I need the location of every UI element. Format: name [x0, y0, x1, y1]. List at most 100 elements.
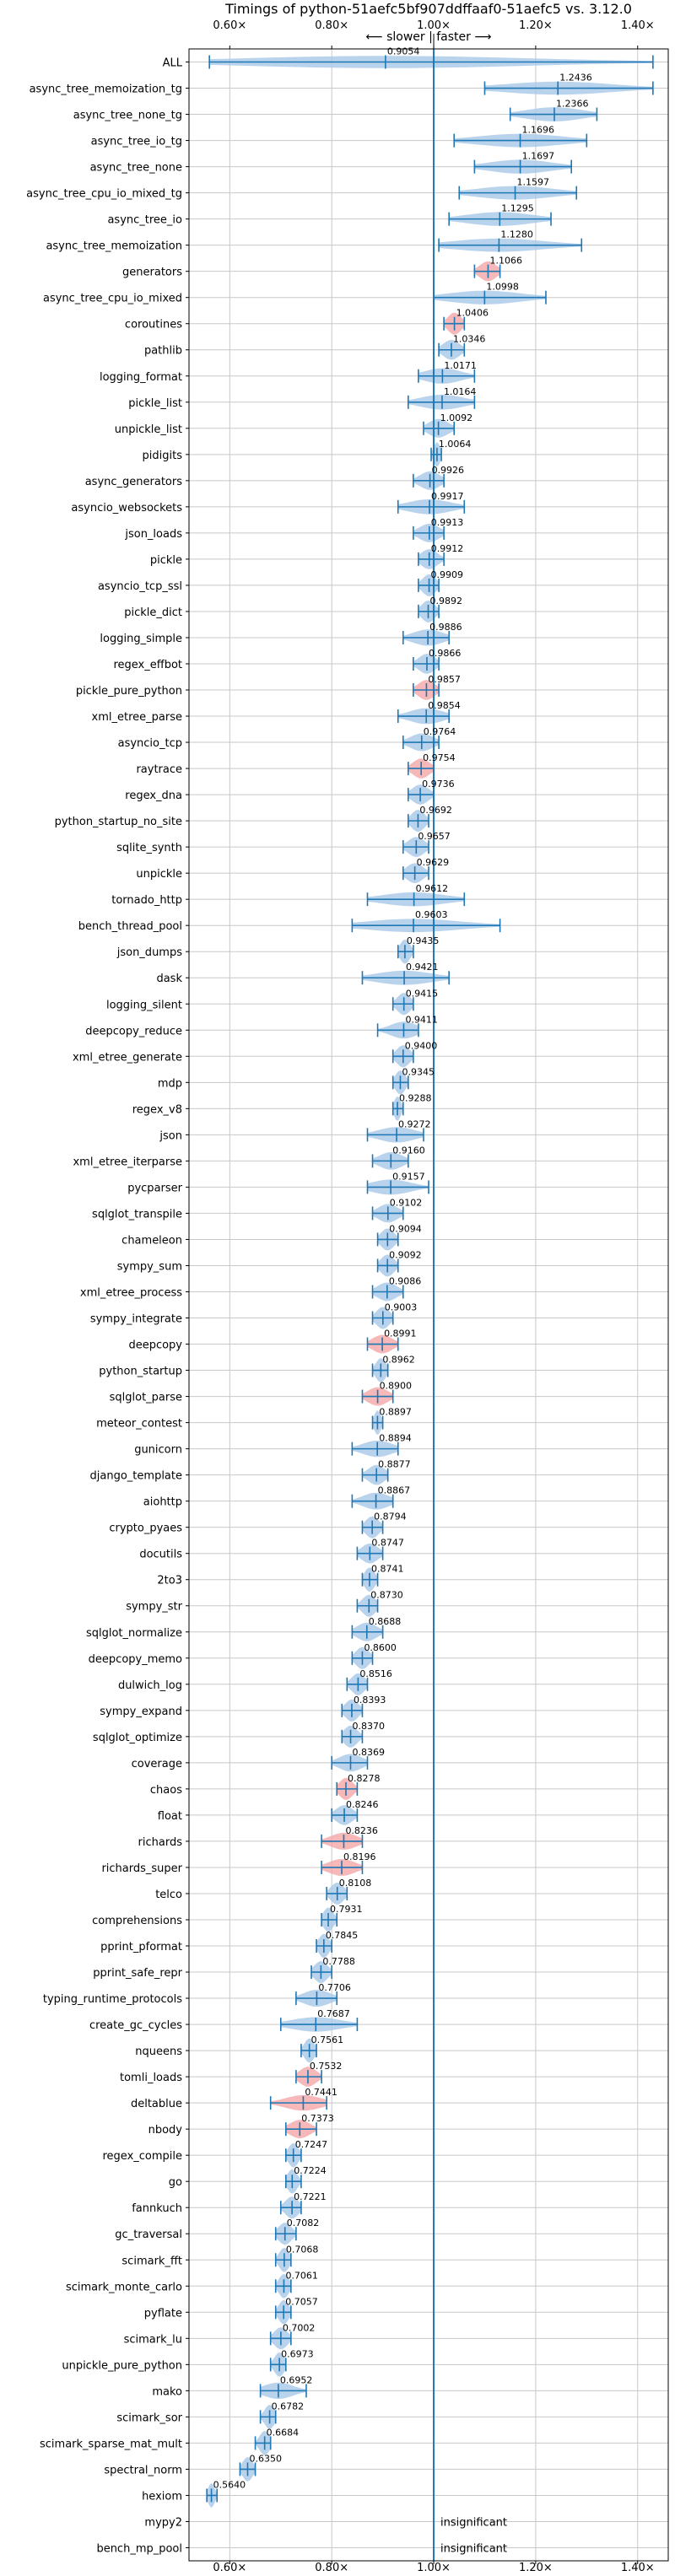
- value-label: 0.7845: [326, 1930, 359, 1941]
- benchmark-label: async_tree_memoization: [46, 240, 182, 253]
- benchmark-label: python_startup_no_site: [55, 816, 182, 828]
- value-label: 0.7247: [295, 2139, 328, 2150]
- value-label: 0.8991: [384, 1328, 417, 1339]
- benchmark-label: sqlglot_optimize: [93, 1732, 182, 1744]
- benchmark-label: nbody: [148, 2124, 183, 2137]
- value-label: 0.8730: [370, 1590, 403, 1601]
- benchmark-label: scimark_sor: [116, 2412, 182, 2424]
- benchmark-label: pathlib: [144, 345, 182, 358]
- value-label: 0.9912: [431, 543, 464, 554]
- value-label: 0.8516: [359, 1668, 392, 1679]
- benchmark-label: dask: [156, 973, 182, 985]
- value-label: 1.1280: [500, 229, 533, 240]
- benchmark-label: deepcopy_reduce: [85, 1025, 182, 1037]
- value-label: 0.6952: [280, 2374, 313, 2385]
- value-label: 1.1295: [501, 203, 534, 214]
- value-label: 0.7082: [287, 2218, 320, 2228]
- value-label: 1.1697: [522, 151, 555, 162]
- benchmark-label: pickle_list: [128, 397, 182, 410]
- benchmark-label: sqlglot_normalize: [86, 1627, 182, 1640]
- benchmark-label: regex_effbot: [113, 659, 182, 671]
- value-label: 0.7931: [330, 1904, 363, 1915]
- benchmark-label: create_gc_cycles: [89, 2019, 182, 2032]
- benchmark-label: async_tree_cpu_io_mixed_tg: [26, 188, 182, 201]
- benchmark-label: coverage: [132, 1758, 182, 1770]
- value-label: 1.1597: [517, 177, 550, 188]
- value-label: 0.9094: [389, 1223, 422, 1234]
- x-tick-label-bottom: 0.60×: [213, 2562, 246, 2573]
- benchmark-label: unpickle_pure_python: [62, 2359, 182, 2372]
- value-label: 0.8246: [346, 1799, 379, 1810]
- benchmark-label: coroutines: [125, 319, 182, 331]
- value-label: 1.0406: [456, 308, 489, 319]
- benchmark-label: scimark_sparse_mat_mult: [40, 2438, 182, 2450]
- value-label: 0.9272: [398, 1118, 431, 1129]
- value-label: 0.9102: [390, 1197, 423, 1208]
- benchmark-label: xml_etree_parse: [92, 711, 182, 724]
- value-label: 0.9612: [416, 883, 448, 894]
- value-label: 0.8196: [343, 1851, 376, 1862]
- value-label: 0.7706: [318, 1982, 351, 1993]
- benchmark-label: django_template: [90, 1470, 182, 1483]
- value-label: 0.9917: [431, 491, 464, 502]
- benchmark-label: sqlite_synth: [116, 842, 182, 854]
- benchmark-label: docutils: [139, 1549, 182, 1561]
- value-label: 0.9909: [431, 569, 464, 580]
- value-label: 0.6973: [281, 2348, 314, 2359]
- value-label: 0.8877: [378, 1459, 411, 1470]
- value-label: 0.7441: [305, 2087, 338, 2098]
- value-label: 0.8894: [379, 1433, 412, 1444]
- value-label: 0.9926: [432, 465, 464, 476]
- benchmark-label: pickle_pure_python: [76, 685, 182, 698]
- benchmark-label: pprint_pformat: [100, 1941, 182, 1954]
- benchmark-label: async_generators: [85, 476, 183, 488]
- benchmark-label: sympy_expand: [100, 1706, 182, 1718]
- benchmark-label: mypy2: [144, 2516, 182, 2529]
- value-label: 0.7061: [285, 2270, 318, 2281]
- benchmark-label: richards: [138, 1836, 183, 1849]
- benchmark-label: aiohttp: [143, 1496, 182, 1509]
- value-label: 0.7002: [283, 2322, 316, 2333]
- benchmark-label: regex_dna: [125, 790, 182, 802]
- benchmark-label: asyncio_tcp: [118, 737, 182, 750]
- x-tick-label-top: 0.60×: [213, 19, 246, 32]
- plot-frame: [188, 48, 669, 2562]
- value-label: 0.8370: [353, 1721, 386, 1732]
- x-tick-label-bottom: 1.20×: [519, 2562, 553, 2573]
- chart-title: Timings of python-51aefc5bf907ddffaaf0-5…: [224, 1, 632, 17]
- benchmark-label: async_tree_cpu_io_mixed: [43, 293, 182, 305]
- benchmark-label: json: [159, 1129, 182, 1142]
- value-label: 0.7057: [285, 2296, 318, 2307]
- value-label: 0.9086: [389, 1275, 422, 1286]
- value-label: 1.2366: [556, 99, 589, 110]
- x-tick-label-bottom: 1.00×: [417, 2562, 451, 2573]
- benchmark-label: pickle: [150, 554, 182, 567]
- value-label: 0.6684: [267, 2427, 300, 2438]
- x-tick-label-bottom: 0.80×: [315, 2562, 348, 2573]
- benchmark-label: sympy_integrate: [90, 1313, 182, 1326]
- value-label: 0.9692: [419, 805, 452, 816]
- benchmark-label: sqlglot_transpile: [92, 1208, 182, 1221]
- benchmark-label: unpickle_list: [115, 423, 182, 436]
- benchmark-label: float: [158, 1810, 182, 1823]
- benchmark-label: gunicorn: [134, 1444, 182, 1457]
- benchmark-label: fannkuch: [132, 2202, 182, 2215]
- benchmark-label: xml_etree_process: [80, 1286, 182, 1299]
- benchmark-label: comprehensions: [92, 1915, 182, 1927]
- benchmark-label: chaos: [150, 1784, 182, 1797]
- benchmark-label: pyflate: [144, 2307, 182, 2320]
- value-label: 0.9435: [407, 935, 439, 946]
- value-label: 0.9345: [402, 1066, 435, 1077]
- value-label: 0.9003: [385, 1302, 418, 1313]
- value-label: 1.0998: [486, 282, 519, 293]
- benchmark-label: logging_format: [100, 371, 182, 384]
- benchmark-label: raytrace: [136, 763, 182, 776]
- benchmark-label: spectral_norm: [104, 2464, 182, 2476]
- value-label: 0.9400: [405, 1040, 438, 1051]
- benchmark-label: deltablue: [131, 2098, 182, 2110]
- slower-faster-annotation: ⟵ slower | faster ⟶: [366, 30, 492, 44]
- benchmark-label: pickle_dict: [124, 606, 182, 619]
- benchmark-label: mako: [152, 2385, 182, 2398]
